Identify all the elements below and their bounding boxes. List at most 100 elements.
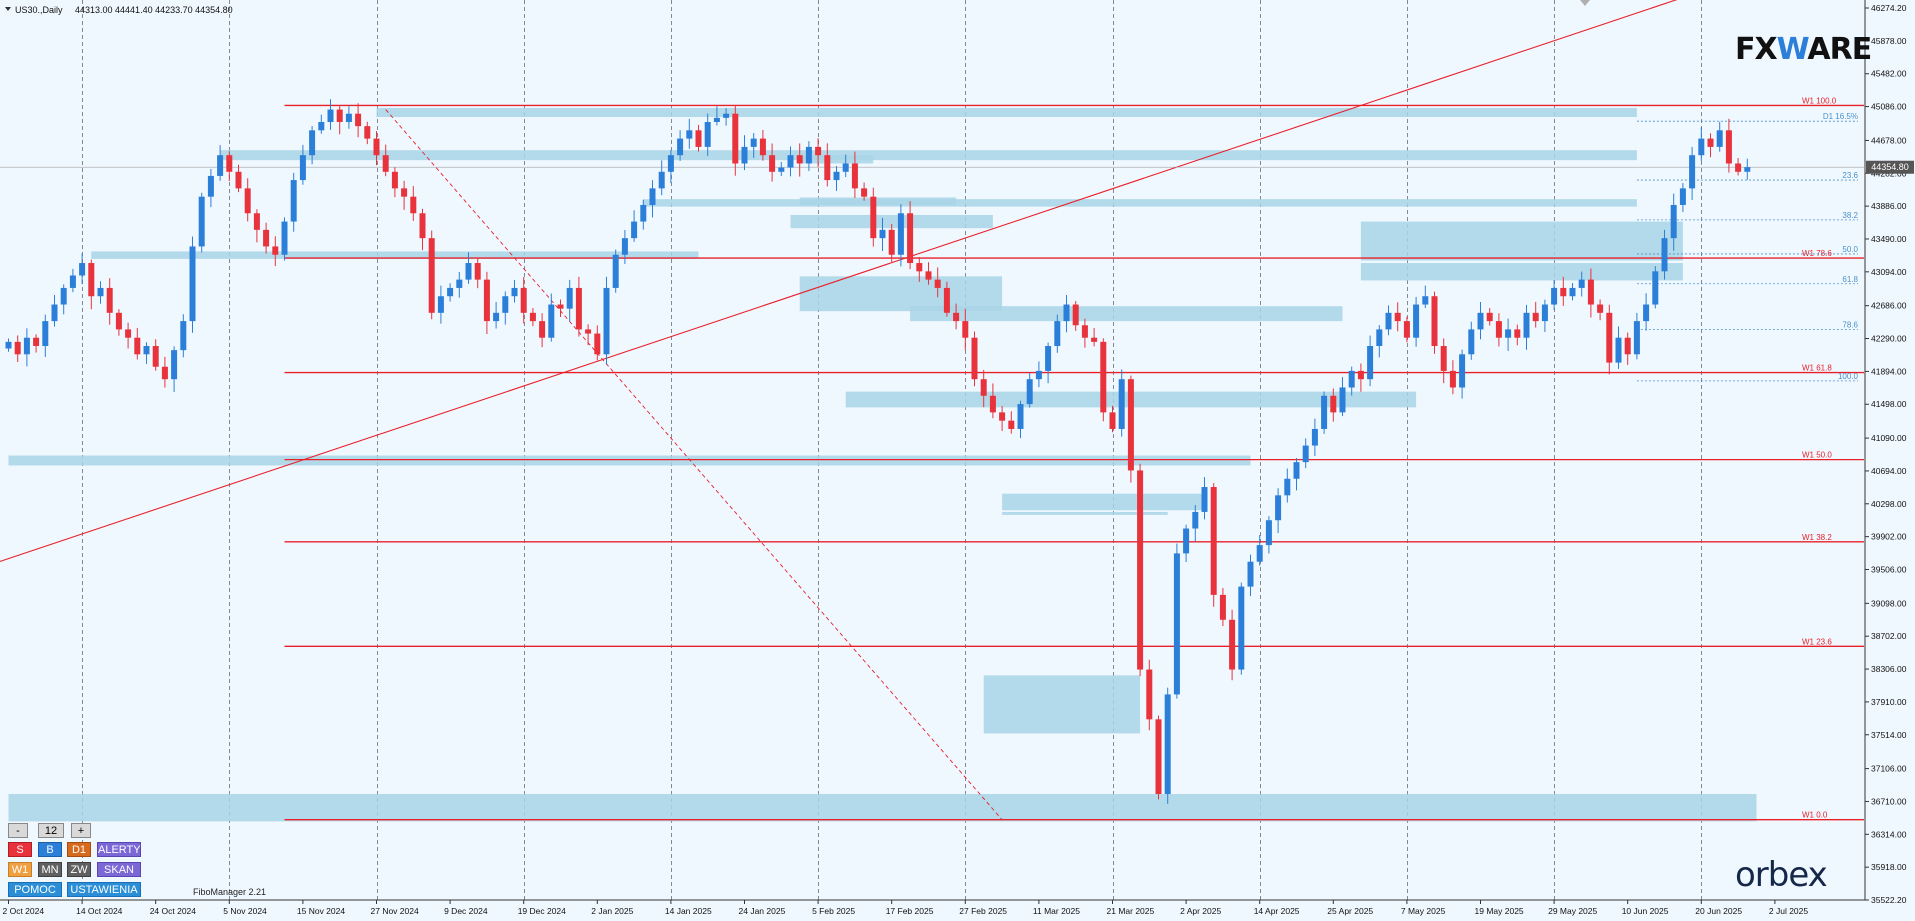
zone-rect: [1360, 263, 1683, 281]
candle-body: [695, 130, 702, 147]
scan-button[interactable]: SKAN: [97, 862, 141, 877]
candle-body: [1348, 370, 1355, 388]
step-value-field[interactable]: 12: [38, 823, 64, 838]
candle-body: [989, 395, 996, 413]
x-tick-label: 5 Nov 2024: [223, 906, 267, 916]
candle-body: [870, 196, 877, 239]
candle-body: [971, 337, 978, 380]
candle-body: [511, 287, 518, 297]
candle-body: [1100, 341, 1107, 413]
zone-rect: [1002, 493, 1205, 511]
w1-button[interactable]: W1: [8, 862, 32, 877]
candle-body: [1597, 304, 1604, 313]
candle-body: [1385, 312, 1392, 330]
sell-button[interactable]: S: [8, 842, 32, 857]
candle-body: [1735, 163, 1742, 172]
candle-body: [161, 366, 168, 380]
trend-line: [0, 0, 1678, 563]
y-tick-label: 44678.00: [1871, 135, 1907, 145]
candle-body: [1486, 312, 1493, 322]
candle-body: [1679, 188, 1686, 205]
settings-button[interactable]: USTAWIENIA: [67, 882, 141, 897]
candle-body: [1744, 167, 1751, 172]
level-label: W1 61.8: [1802, 364, 1832, 373]
price-tag-value: 44354.80: [1871, 162, 1909, 172]
candle-body: [1146, 669, 1153, 720]
trend-lines: [0, 0, 1864, 821]
y-axis: 46274.20 45878.00 45482.00 45086.00 44678.00…: [1865, 3, 1907, 905]
candle-body: [327, 109, 334, 123]
candle-body: [290, 180, 297, 222]
x-tick-label: 20 Jun 2025: [1695, 906, 1742, 916]
dropdown-triangle-icon[interactable]: [5, 7, 11, 11]
candle-body: [1477, 312, 1484, 330]
candle-body: [272, 246, 279, 255]
zw-button[interactable]: ZW: [67, 862, 91, 877]
zone-rect: [376, 107, 1637, 118]
fib-label: 61.8: [1842, 275, 1858, 284]
buy-button[interactable]: B: [38, 842, 62, 857]
level-label: W1 50.0: [1802, 451, 1832, 460]
fib-label: 23.6: [1842, 171, 1858, 180]
candle-body: [253, 213, 260, 230]
symbol-label: US30.,Daily: [15, 5, 63, 15]
candle-body: [1624, 337, 1631, 355]
candle-body: [888, 229, 895, 255]
candle-body: [677, 138, 684, 156]
fib-label: 100.0: [1838, 372, 1859, 381]
candle-body: [115, 312, 122, 330]
y-tick-label: 35522.20: [1871, 895, 1907, 905]
candle-body: [33, 337, 40, 347]
candle-body: [336, 109, 343, 123]
candle-body: [796, 155, 803, 164]
zone-rect: [643, 199, 1637, 207]
candle-body: [1265, 520, 1272, 546]
candle-body: [916, 263, 923, 272]
candle-body: [171, 350, 178, 380]
candle-body: [23, 337, 30, 355]
y-tick-label: 40694.00: [1871, 466, 1907, 476]
alerts-button[interactable]: ALERTY: [97, 842, 141, 857]
candle-body: [1321, 395, 1328, 429]
candles: [5, 99, 1751, 804]
candle-body: [1229, 619, 1236, 670]
candle-body: [621, 238, 628, 255]
x-tick-label: 29 May 2025: [1548, 906, 1597, 916]
candle-body: [667, 155, 674, 172]
candle-body: [557, 304, 564, 309]
candle-body: [1238, 586, 1245, 670]
increase-button[interactable]: +: [71, 823, 91, 838]
candle-body: [1026, 379, 1033, 405]
decrease-button[interactable]: -: [8, 823, 28, 838]
candle-body: [1256, 545, 1263, 562]
candle-body: [999, 412, 1006, 421]
candle-body: [1155, 719, 1162, 794]
candle-body: [943, 287, 950, 313]
candle-body: [1330, 395, 1337, 413]
y-tick-label: 38702.00: [1871, 631, 1907, 641]
candle-body: [419, 213, 426, 239]
candle-body: [1633, 321, 1640, 355]
y-tick-label: 37106.00: [1871, 764, 1907, 774]
candle-body: [1192, 511, 1199, 529]
candle-body: [474, 263, 481, 280]
x-tick-label: 17 Feb 2025: [886, 906, 934, 916]
zone-rect: [1360, 221, 1683, 261]
candle-body: [520, 287, 527, 313]
zone-rect: [91, 251, 699, 259]
y-tick-label: 39902.00: [1871, 532, 1907, 542]
x-axis: 2 Oct 2024 14 Oct 2024 24 Oct 2024 5 Nov 20…: [3, 900, 1808, 916]
candle-body: [1072, 304, 1079, 326]
candle-body: [815, 146, 822, 156]
candle-body: [1311, 428, 1318, 446]
d1-button[interactable]: D1: [67, 842, 91, 857]
candle-body: [861, 188, 868, 197]
candle-body: [1643, 304, 1650, 322]
help-button[interactable]: POMOC: [8, 882, 62, 897]
mn-button[interactable]: MN: [38, 862, 62, 877]
candle-body: [1008, 420, 1015, 429]
candle-body: [1413, 304, 1420, 338]
candle-body: [713, 117, 720, 123]
candle-body: [824, 155, 831, 181]
